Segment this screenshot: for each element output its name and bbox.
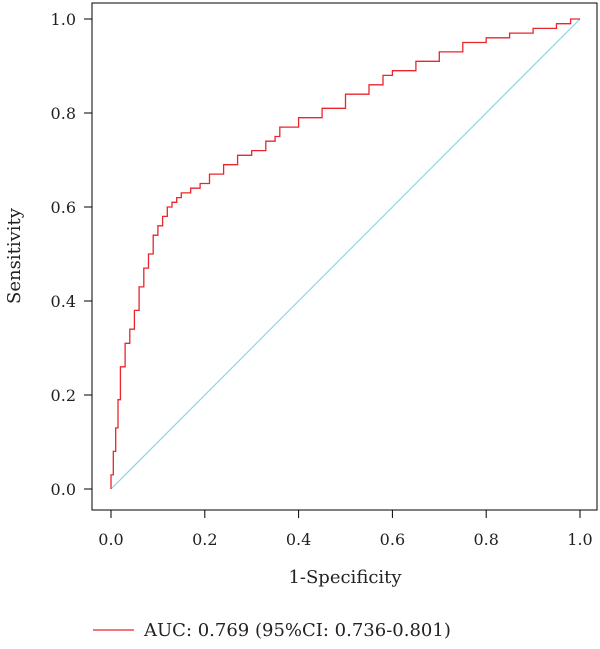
y-tick-label: 1.0	[51, 10, 76, 29]
plot-frame	[91, 2, 598, 511]
y-tick-label: 0.2	[51, 386, 76, 405]
legend-label-auc: AUC: 0.769 (95%CI: 0.736-0.801)	[143, 620, 451, 641]
reference-diagonal-line	[110, 18, 581, 490]
y-tick-label: 0.4	[51, 292, 76, 311]
x-tick-label: 1.0	[567, 530, 592, 549]
x-axis-title: 1-Specificity	[288, 567, 402, 588]
y-tick-label: 0.8	[51, 104, 76, 123]
y-axis-title: Sensitivity	[4, 207, 25, 304]
y-tick-label: 0.6	[51, 198, 76, 217]
roc-curve-line	[110, 18, 580, 489]
x-tick-label: 0.6	[380, 530, 405, 549]
x-axis: 0.0 0.2 0.4 0.6 0.8 1.0	[98, 510, 593, 549]
x-tick-label: 0.8	[473, 530, 498, 549]
x-tick-label: 0.4	[286, 530, 311, 549]
x-tick-label: 0.0	[98, 530, 123, 549]
y-tick-label: 0.0	[51, 480, 76, 499]
legend: AUC: 0.769 (95%CI: 0.736-0.801)	[93, 620, 451, 641]
plot-area	[110, 18, 581, 490]
y-axis: 0.0 0.2 0.4 0.6 0.8 1.0	[51, 10, 92, 499]
x-tick-label: 0.2	[192, 530, 217, 549]
